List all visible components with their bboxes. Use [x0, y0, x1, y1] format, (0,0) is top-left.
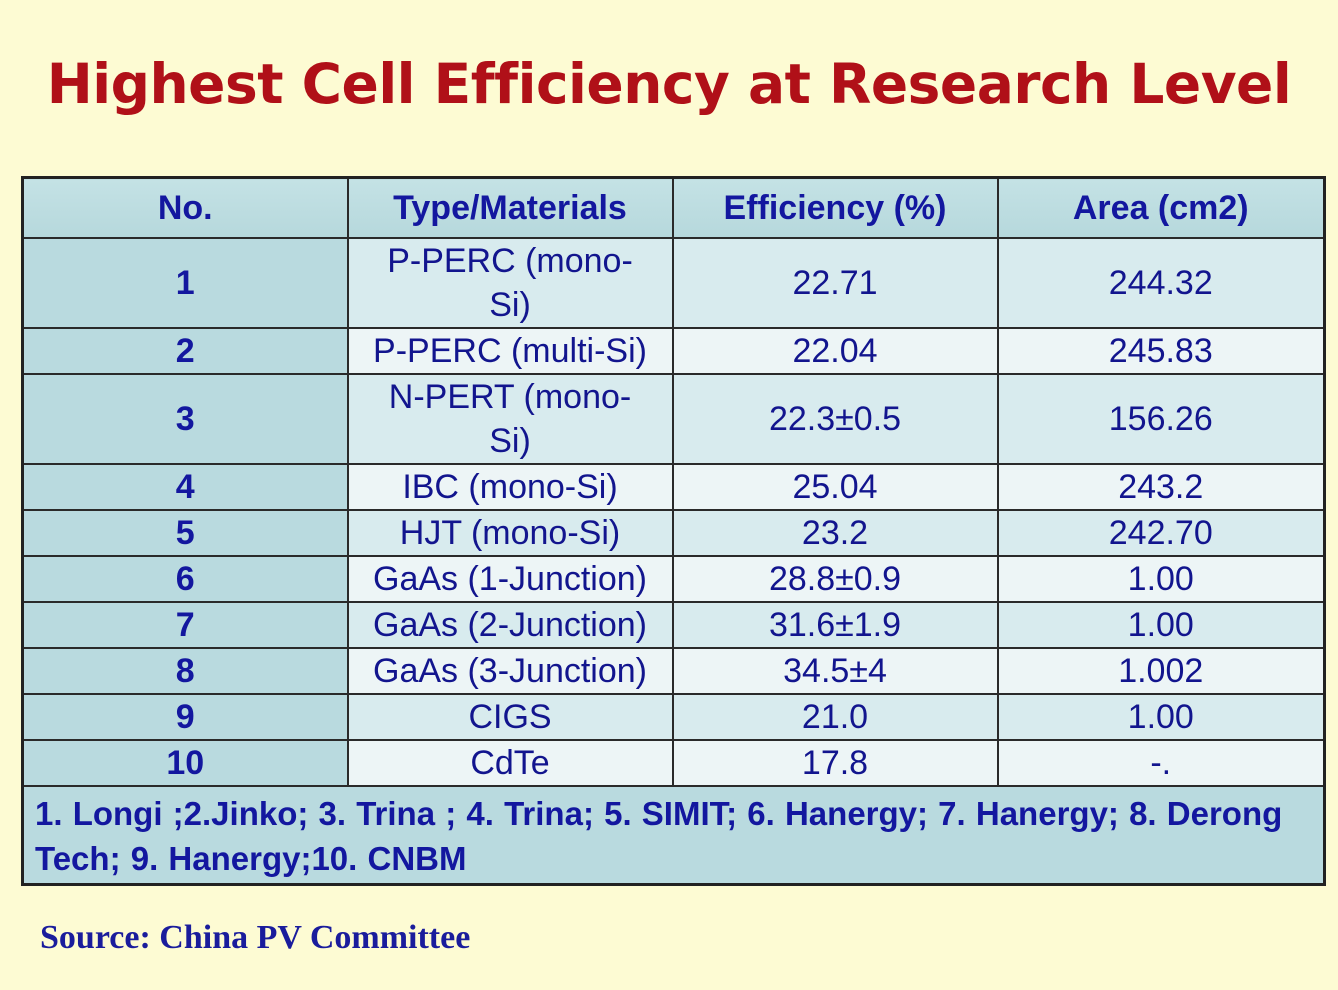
row-efficiency: 17.8 [671, 739, 999, 787]
row-area: 245.83 [996, 327, 1326, 375]
row-type: N-PERT (mono-Si) [346, 373, 674, 465]
row-type: IBC (mono-Si) [346, 463, 674, 511]
row-number: 9 [21, 693, 349, 741]
table-footer-row: 1. Longi ;2.Jinko; 3. Trina ; 4. Trina; … [21, 785, 1326, 886]
row-type: P-PERC (multi-Si) [346, 327, 674, 375]
row-type: P-PERC (mono-Si) [346, 237, 674, 329]
row-area: 1.00 [996, 693, 1326, 741]
row-type: GaAs (3-Junction) [346, 647, 674, 695]
row-efficiency: 21.0 [671, 693, 999, 741]
row-number: 6 [21, 555, 349, 603]
header-area: Area (cm2) [996, 176, 1326, 239]
table-row: 4 IBC (mono-Si) 25.04 243.2 [21, 463, 1326, 511]
header-efficiency: Efficiency (%) [671, 176, 999, 239]
source-note: Source: China PV Committee [40, 919, 471, 956]
row-area: 1.002 [996, 647, 1326, 695]
table-row: 10 CdTe 17.8 -. [21, 739, 1326, 787]
table-row: 1 P-PERC (mono-Si) 22.71 244.32 [21, 237, 1326, 329]
row-number: 10 [21, 739, 349, 787]
row-efficiency: 23.2 [671, 509, 999, 557]
row-efficiency: 22.04 [671, 327, 999, 375]
row-efficiency: 31.6±1.9 [671, 601, 999, 649]
row-number: 4 [21, 463, 349, 511]
table-row: 8 GaAs (3-Junction) 34.5±4 1.002 [21, 647, 1326, 695]
row-type: HJT (mono-Si) [346, 509, 674, 557]
row-type-text: P-PERC (mono-Si) [387, 242, 633, 324]
row-efficiency: 22.71 [671, 237, 999, 329]
row-area: 156.26 [996, 373, 1326, 465]
row-area: 242.70 [996, 509, 1326, 557]
row-efficiency: 22.3±0.5 [671, 373, 999, 465]
row-area: 1.00 [996, 555, 1326, 603]
row-number: 3 [21, 373, 349, 465]
row-number: 1 [21, 237, 349, 329]
table-row: 5 HJT (mono-Si) 23.2 242.70 [21, 509, 1326, 557]
row-type: CdTe [346, 739, 674, 787]
table-row: 7 GaAs (2-Junction) 31.6±1.9 1.00 [21, 601, 1326, 649]
table-row: 6 GaAs (1-Junction) 28.8±0.9 1.00 [21, 555, 1326, 603]
row-area: 244.32 [996, 237, 1326, 329]
row-number: 2 [21, 327, 349, 375]
row-type: GaAs (2-Junction) [346, 601, 674, 649]
row-area: 243.2 [996, 463, 1326, 511]
table-row: 9 CIGS 21.0 1.00 [21, 693, 1326, 741]
table-row: 2 P-PERC (multi-Si) 22.04 245.83 [21, 327, 1326, 375]
row-efficiency: 34.5±4 [671, 647, 999, 695]
header-no: No. [21, 176, 349, 239]
row-area: 1.00 [996, 601, 1326, 649]
row-number: 5 [21, 509, 349, 557]
table-header-row: No. Type/Materials Efficiency (%) Area (… [21, 176, 1326, 239]
row-efficiency: 25.04 [671, 463, 999, 511]
table-row: 3 N-PERT (mono-Si) 22.3±0.5 156.26 [21, 373, 1326, 465]
company-footnote: 1. Longi ;2.Jinko; 3. Trina ; 4. Trina; … [21, 785, 1326, 886]
row-number: 8 [21, 647, 349, 695]
row-area: -. [996, 739, 1326, 787]
row-number: 7 [21, 601, 349, 649]
efficiency-table: No. Type/Materials Efficiency (%) Area (… [21, 176, 1326, 886]
slide-title: Highest Cell Efficiency at Research Leve… [46, 52, 1292, 116]
row-type: CIGS [346, 693, 674, 741]
row-type: GaAs (1-Junction) [346, 555, 674, 603]
row-type-text: N-PERT (mono-Si) [388, 378, 632, 460]
header-type-materials: Type/Materials [346, 176, 674, 239]
row-efficiency: 28.8±0.9 [671, 555, 999, 603]
